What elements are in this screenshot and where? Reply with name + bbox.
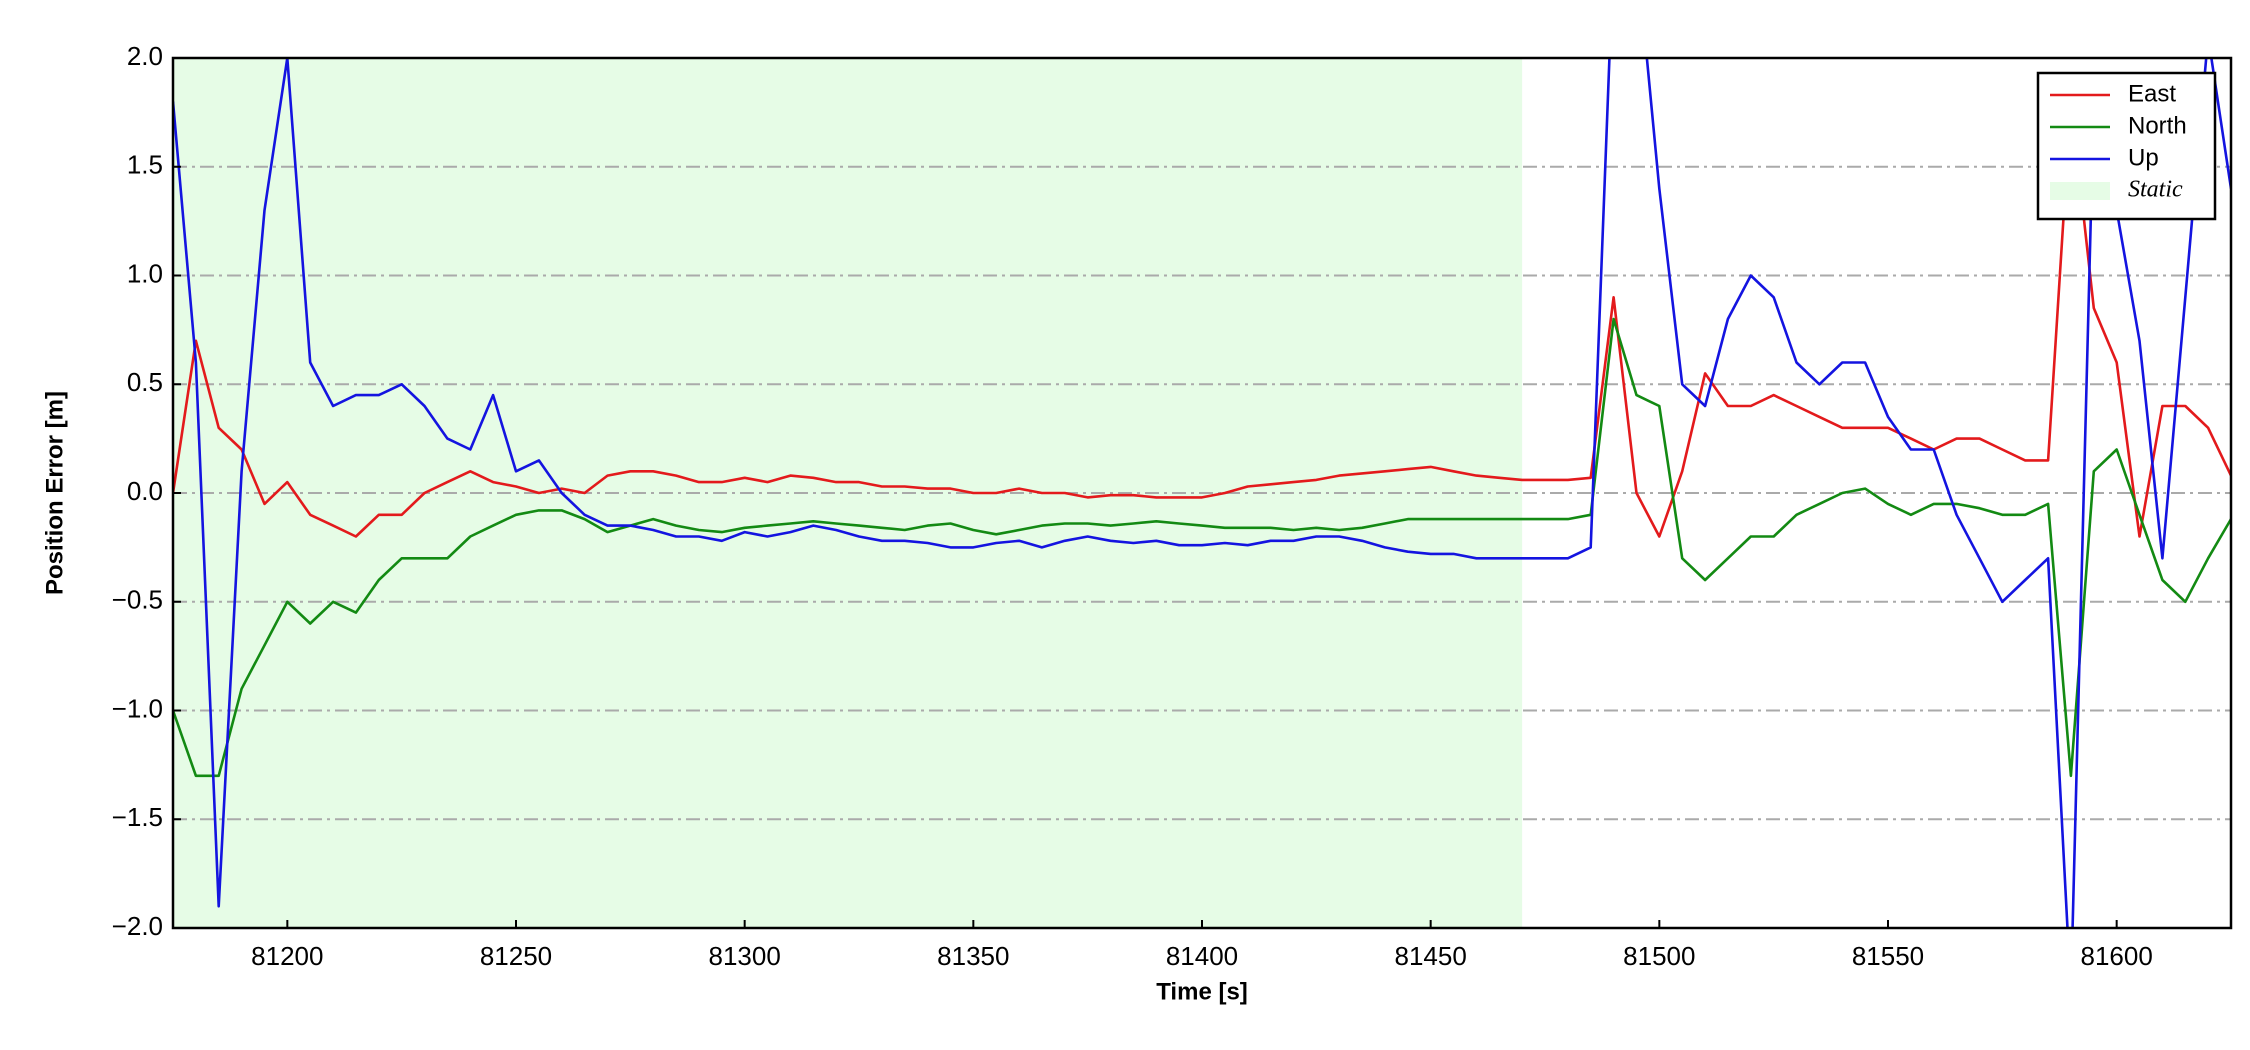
series-line [173, 317, 2231, 778]
legend-label: Static [2128, 177, 2183, 203]
plot-area [173, 58, 2231, 928]
x-tick-label: 81250 [480, 941, 552, 971]
series-line [173, 58, 2231, 928]
x-tick-label: 81500 [1623, 941, 1695, 971]
y-tick-label: 2.0 [127, 41, 163, 71]
x-tick-label: 81450 [1395, 941, 1467, 971]
x-tick-label: 81200 [251, 941, 323, 971]
y-tick-label: −0.5 [112, 585, 163, 615]
legend-swatch [2050, 182, 2110, 200]
legend-label: North [2128, 112, 2187, 139]
x-axis-label: Time [s] [1156, 978, 1248, 1005]
y-tick-label: 1.0 [127, 258, 163, 288]
x-tick-label: 81300 [709, 941, 781, 971]
legend-label: East [2128, 80, 2176, 107]
y-tick-label: 0.0 [127, 476, 163, 506]
y-tick-label: −1.0 [112, 693, 163, 723]
y-tick-label: −2.0 [112, 911, 163, 941]
x-tick-label: 81400 [1166, 941, 1238, 971]
series-line [173, 100, 2231, 538]
x-tick-label: 81550 [1852, 941, 1924, 971]
y-tick-label: 1.5 [127, 150, 163, 180]
y-tick-label: −1.5 [112, 802, 163, 832]
y-axis-label: Position Error [m] [41, 391, 68, 595]
legend-label: Up [2128, 144, 2159, 171]
x-tick-label: 81350 [937, 941, 1009, 971]
y-tick-label: 0.5 [127, 367, 163, 397]
x-tick-label: 81600 [2081, 941, 2153, 971]
